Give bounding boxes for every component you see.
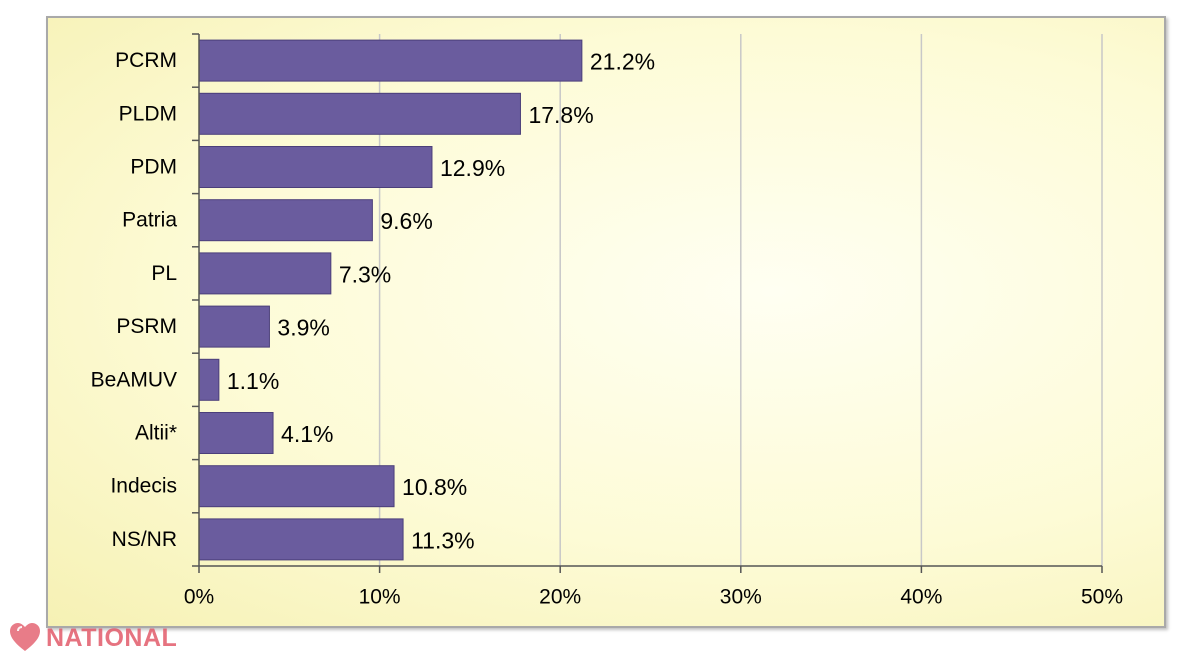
category-label: NS/NR [112, 528, 177, 551]
category-label: PDM [130, 156, 177, 179]
bar [198, 92, 521, 135]
chart-frame: PCRM 21.2% PLDM 17.8% PDM 12.9% Patria 9.6% PL 7.… [46, 16, 1166, 628]
category-label: Altii* [135, 422, 177, 445]
x-tick-label: 0% [184, 586, 214, 609]
category-label: PL [151, 262, 177, 285]
value-label: 17.8% [528, 102, 593, 128]
bar [198, 518, 404, 561]
category-label: Indecis [110, 475, 177, 498]
x-tick-label: 50% [1081, 586, 1123, 609]
watermark: NATIONAL [8, 621, 177, 655]
value-label: 7.3% [339, 261, 391, 287]
value-label: 1.1% [227, 368, 279, 394]
bar [198, 465, 395, 508]
x-tick-label: 30% [720, 586, 762, 609]
heart-logo-icon [10, 623, 40, 651]
category-label: BeAMUV [91, 368, 177, 391]
value-label: 3.9% [277, 315, 329, 341]
chart-svg: PCRM 21.2% PLDM 17.8% PDM 12.9% Patria 9.6% PL 7.… [91, 33, 1123, 609]
bar [198, 305, 270, 348]
x-tick-label: 40% [900, 586, 942, 609]
value-label: 12.9% [440, 155, 505, 181]
category-label: PLDM [119, 102, 177, 125]
bar [198, 412, 274, 454]
bar [198, 199, 373, 242]
bar [198, 358, 220, 401]
x-tick-label: 20% [539, 586, 581, 609]
value-label: 4.1% [281, 421, 333, 447]
value-label: 21.2% [590, 49, 655, 75]
value-label: 9.6% [380, 208, 432, 234]
category-label: PCRM [115, 49, 177, 72]
bar [198, 39, 583, 82]
bar [198, 146, 433, 188]
value-label: 10.8% [402, 474, 467, 500]
bar [198, 252, 332, 295]
category-label: PSRM [116, 315, 177, 338]
watermark-text: NATIONAL [46, 623, 178, 652]
value-label: 11.3% [411, 527, 475, 553]
category-label: Patria [122, 209, 177, 232]
x-tick-label: 10% [359, 586, 401, 609]
